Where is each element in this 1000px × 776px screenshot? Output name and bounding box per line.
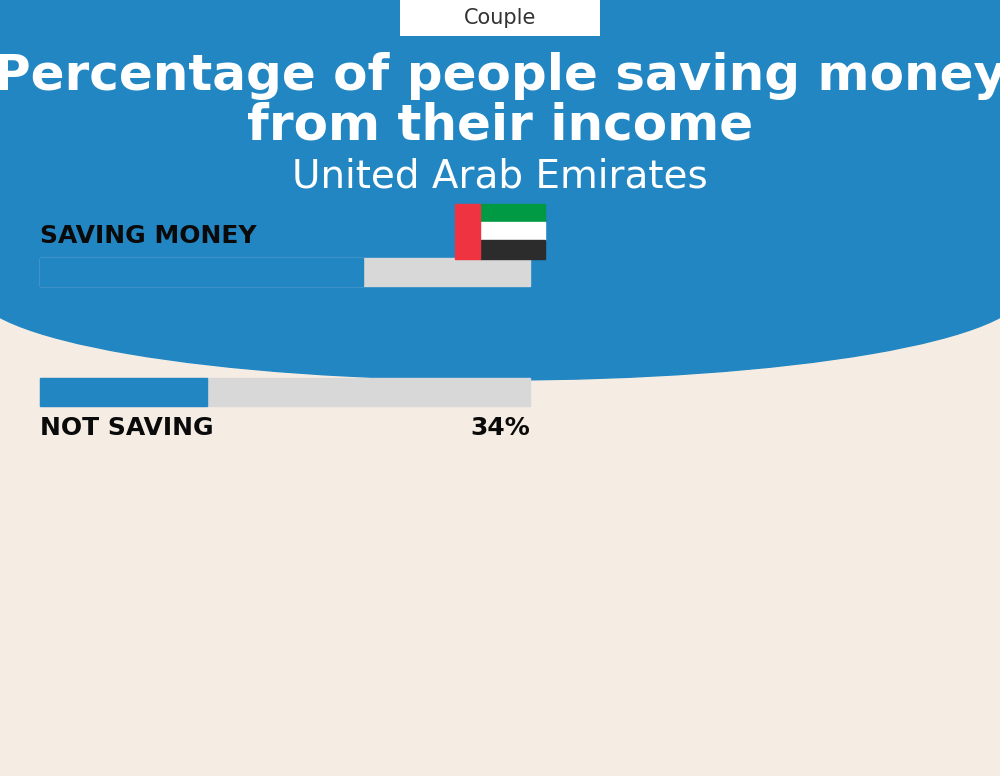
Bar	[40, 378, 207, 406]
Bar	[40, 258, 530, 286]
Text: NOT SAVING: NOT SAVING	[40, 416, 214, 440]
Bar	[480, 240, 545, 258]
Bar	[480, 222, 545, 240]
Text: 66%: 66%	[470, 224, 530, 248]
Text: United Arab Emirates: United Arab Emirates	[292, 157, 708, 195]
Bar	[40, 378, 530, 406]
Text: SAVING MONEY: SAVING MONEY	[40, 224, 257, 248]
Text: from their income: from their income	[247, 102, 753, 150]
Bar	[0, 0, 1000, 290]
Text: Percentage of people saving money: Percentage of people saving money	[0, 52, 1000, 100]
Bar	[480, 203, 545, 222]
FancyBboxPatch shape	[400, 0, 600, 36]
Bar	[455, 203, 480, 258]
Bar	[40, 258, 363, 286]
Text: 34%: 34%	[470, 416, 530, 440]
Ellipse shape	[0, 200, 1000, 380]
Text: Couple: Couple	[464, 8, 536, 28]
